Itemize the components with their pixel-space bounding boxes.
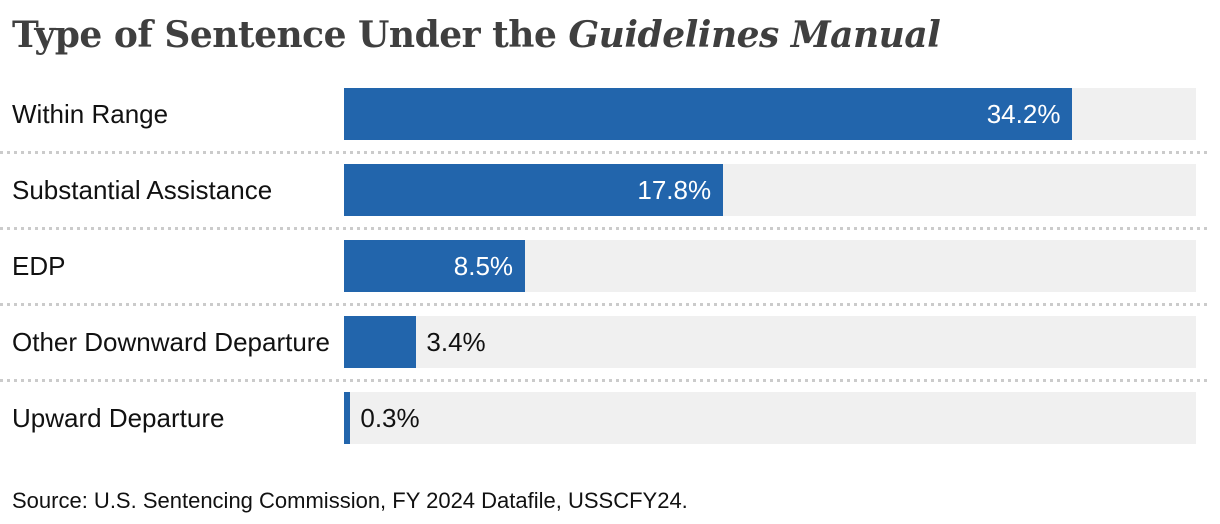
value-label: 0.3%: [360, 403, 420, 433]
chart-title: Type of Sentence Under the Guidelines Ma…: [12, 12, 1208, 58]
row-separator: [0, 216, 1220, 240]
bar-fill: [344, 164, 724, 216]
bar-fill: [344, 316, 417, 368]
category-label: Within Range: [12, 98, 169, 129]
value-label: 34.2%: [986, 99, 1061, 129]
bar-track: 3.4%: [344, 316, 1196, 368]
chart-row-within-range: Within Range 34.2%: [0, 88, 1220, 140]
category-label: Upward Departure: [12, 402, 225, 433]
value-label: 3.4%: [426, 327, 486, 357]
row-separator: [0, 140, 1220, 164]
chart-row-edp: EDP 8.5%: [0, 240, 1220, 292]
chart-row-upward-departure: Upward Departure 0.3%: [0, 392, 1220, 444]
value-label: 8.5%: [453, 251, 514, 281]
bar-fill: [344, 88, 1073, 140]
chart-title-italic: Guidelines Manual: [568, 14, 941, 56]
chart-page: Type of Sentence Under the Guidelines Ma…: [0, 12, 1220, 524]
row-separator: [0, 368, 1220, 392]
source-note: Source: U.S. Sentencing Commission, FY 2…: [12, 488, 688, 513]
bar-track: 0.3%: [344, 392, 1196, 444]
bar-chart: Within Range 34.2% Substantial Assistanc…: [0, 88, 1220, 444]
bar-track: 34.2%: [344, 88, 1196, 140]
category-label: Substantial Assistance: [12, 174, 273, 205]
dotted-line: [0, 150, 1208, 154]
category-label: Other Downward Departure: [12, 326, 330, 357]
category-label: EDP: [12, 250, 66, 281]
chart-row-other-downward-departure: Other Downward Departure 3.4%: [0, 316, 1220, 368]
row-separator: [0, 292, 1220, 316]
bar-track: 17.8%: [344, 164, 1196, 216]
chart-title-regular: Type of Sentence Under the: [12, 14, 569, 56]
bar-fill: [344, 392, 351, 444]
dotted-line: [0, 378, 1208, 382]
dotted-line: [0, 226, 1208, 230]
value-label: 17.8%: [637, 175, 712, 205]
dotted-line: [0, 302, 1208, 306]
bar-fill: [344, 240, 526, 292]
bar-track: 8.5%: [344, 240, 1196, 292]
chart-row-substantial-assistance: Substantial Assistance 17.8%: [0, 164, 1220, 216]
